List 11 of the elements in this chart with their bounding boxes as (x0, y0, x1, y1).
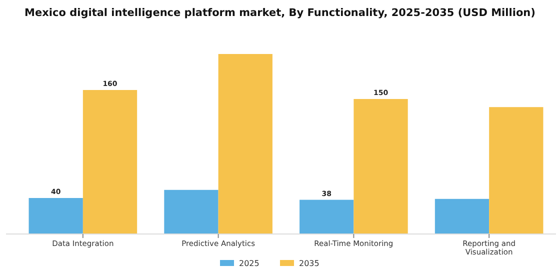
bar (489, 107, 544, 234)
bar (218, 54, 272, 234)
bar (28, 198, 83, 234)
chart-title: Mexico digital intelligence platform market, By Functionality, 2025-2035 (USD Million) (24, 7, 536, 19)
bar (82, 90, 138, 234)
bar (300, 200, 354, 234)
bar (434, 198, 490, 234)
legend-label: 2035 (299, 259, 320, 268)
legend-label: 2025 (239, 259, 260, 268)
bar (354, 99, 408, 234)
bar (164, 190, 218, 234)
